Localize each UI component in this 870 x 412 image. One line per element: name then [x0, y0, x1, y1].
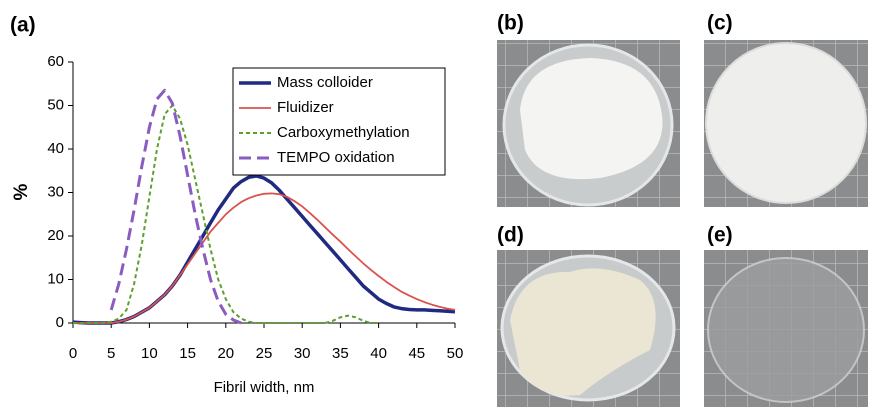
y-tick-label: 10: [47, 270, 64, 287]
y-tick-label: 30: [47, 183, 64, 200]
line-series: [109, 88, 242, 325]
y-tick-label: 0: [56, 314, 64, 331]
x-tick-label: 15: [179, 345, 196, 362]
panel-label: (e): [707, 224, 733, 247]
x-tick-label: 30: [294, 345, 311, 362]
panel-label: (a): [10, 14, 36, 37]
y-tick-label: 40: [47, 140, 64, 157]
line-series: [73, 192, 456, 324]
legend-label: Carboxymethylation: [277, 124, 410, 141]
legend-label: TEMPO oxidation: [277, 149, 395, 166]
line-series: [72, 174, 456, 325]
y-tick-label: 50: [47, 96, 64, 113]
x-tick-label: 25: [256, 345, 273, 362]
photo-e: [704, 250, 868, 407]
photo-c: [704, 40, 868, 207]
y-tick-label: 20: [47, 227, 64, 244]
x-tick-label: 35: [332, 345, 349, 362]
x-tick-label: 0: [69, 345, 77, 362]
x-tick-label: 20: [217, 345, 234, 362]
panel-label: (c): [707, 12, 733, 35]
photo-d: [497, 250, 680, 407]
x-tick-label: 10: [141, 345, 158, 362]
line-series: [73, 104, 379, 324]
panel-label: (d): [497, 224, 524, 247]
x-tick-label: 5: [107, 345, 115, 362]
x-tick-label: 40: [370, 345, 387, 362]
y-tick-label: 60: [47, 53, 64, 70]
photo-b: [497, 40, 680, 207]
legend-label: Mass colloider: [277, 74, 373, 91]
x-axis-label: Fibril width, nm: [214, 379, 315, 396]
legend-label: Fluidizer: [277, 99, 334, 116]
x-tick-label: 50: [447, 345, 464, 362]
y-axis-label: %: [11, 183, 32, 200]
panel-label: (b): [497, 12, 524, 35]
x-tick-label: 45: [408, 345, 425, 362]
